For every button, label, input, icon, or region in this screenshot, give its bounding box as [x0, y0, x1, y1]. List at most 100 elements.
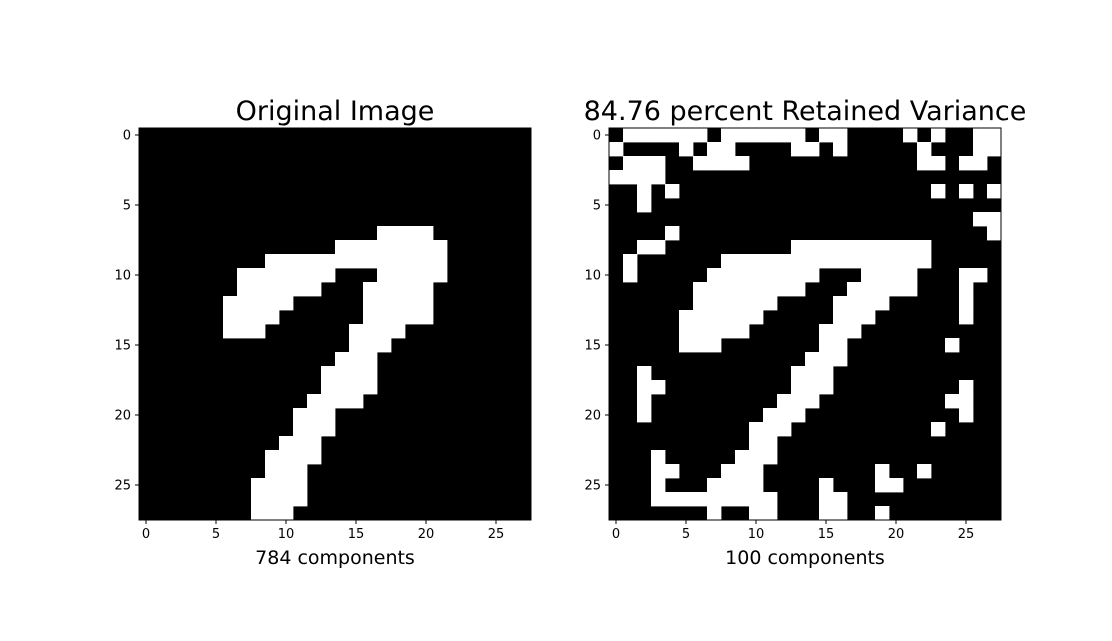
- heatmap-cell: [945, 338, 960, 353]
- heatmap-cell: [679, 310, 694, 325]
- heatmap-cell: [721, 254, 736, 269]
- heatmap-cell: [721, 282, 736, 297]
- heatmap-cell: [721, 478, 736, 493]
- heatmap-cell: [973, 212, 988, 227]
- heatmap-cell: [637, 240, 652, 255]
- heatmap-cell: [651, 128, 666, 143]
- heatmap-cell: [637, 184, 652, 199]
- y-tick-label: 15: [584, 339, 601, 354]
- heatmap-cell: [391, 240, 406, 255]
- heatmap-cell: [819, 492, 834, 507]
- heatmap-cell: [819, 506, 834, 521]
- heatmap-cell: [847, 324, 862, 339]
- heatmap-cell: [349, 338, 364, 353]
- heatmap-cell: [349, 240, 364, 255]
- heatmap-cell: [307, 422, 322, 437]
- heatmap-cell: [903, 282, 918, 297]
- x-tick-label: 20: [888, 527, 905, 542]
- x-tick-label: 15: [818, 527, 835, 542]
- heatmap-cell: [707, 506, 722, 521]
- heatmap-cell: [335, 352, 350, 367]
- heatmap-cell: [833, 352, 848, 367]
- heatmap-cell: [693, 338, 708, 353]
- heatmap-cell: [973, 128, 988, 143]
- heatmap-cell: [251, 492, 266, 507]
- x-tick-label: 25: [488, 527, 505, 542]
- heatmap-cell: [987, 226, 1002, 241]
- heatmap-cell: [637, 394, 652, 409]
- x-tick-label: 10: [278, 527, 295, 542]
- heatmap-cell: [959, 310, 974, 325]
- heatmap-cell: [391, 324, 406, 339]
- heatmap-cell: [391, 268, 406, 283]
- heatmap-cell: [363, 380, 378, 395]
- heatmap-cell: [777, 394, 792, 409]
- heatmap-cell: [405, 268, 420, 283]
- heatmap-cell: [405, 296, 420, 311]
- heatmap-cell: [903, 268, 918, 283]
- heatmap-cell: [833, 296, 848, 311]
- y-tick-label: 15: [114, 339, 131, 354]
- heatmap-cell: [833, 128, 848, 143]
- heatmap-cell: [265, 506, 280, 521]
- heatmap-cell: [861, 296, 876, 311]
- heatmap-cell: [419, 310, 434, 325]
- heatmap-cell: [749, 310, 764, 325]
- heatmap-cell: [321, 394, 336, 409]
- heatmap-cell: [349, 380, 364, 395]
- heatmap-cell: [377, 254, 392, 269]
- heatmap-cell: [847, 310, 862, 325]
- heatmap-cell: [251, 324, 266, 339]
- heatmap-cell: [931, 422, 946, 437]
- heatmap-cell: [637, 408, 652, 423]
- heatmap-cell: [707, 296, 722, 311]
- heatmap-cell: [363, 310, 378, 325]
- heatmap-cell: [735, 492, 750, 507]
- heatmap-cell: [875, 478, 890, 493]
- heatmap-cell: [363, 338, 378, 353]
- heatmap-cell: [707, 310, 722, 325]
- heatmap-cell: [875, 240, 890, 255]
- heatmap-cell: [693, 296, 708, 311]
- heatmap-cell: [763, 268, 778, 283]
- heatmap-cell: [419, 282, 434, 297]
- heatmap-cell: [349, 352, 364, 367]
- heatmap-cell: [819, 380, 834, 395]
- heatmap-cell: [721, 128, 736, 143]
- heatmap-cell: [321, 366, 336, 381]
- heatmap-cell: [237, 282, 252, 297]
- heatmap-cell: [931, 184, 946, 199]
- heatmap-cell: [917, 156, 932, 171]
- heatmap-cell: [405, 226, 420, 241]
- heatmap-cell: [335, 380, 350, 395]
- heatmap-cell: [791, 128, 806, 143]
- heatmap-cell: [665, 226, 680, 241]
- heatmap-cell: [735, 478, 750, 493]
- heatmap-cell: [637, 128, 652, 143]
- heatmap-cell: [693, 282, 708, 297]
- y-tick-label: 10: [584, 269, 601, 284]
- heatmap-cell: [349, 324, 364, 339]
- heatmap-cell: [279, 254, 294, 269]
- heatmap-cell: [651, 450, 666, 465]
- heatmap-cell: [651, 464, 666, 479]
- heatmap-cell: [735, 310, 750, 325]
- retained-variance-title: 84.76 percent Retained Variance: [584, 96, 1027, 127]
- heatmap-cell: [609, 170, 624, 185]
- heatmap-cell: [623, 170, 638, 185]
- heatmap-cell: [833, 310, 848, 325]
- heatmap-cell: [335, 240, 350, 255]
- heatmap-cell: [959, 296, 974, 311]
- heatmap-cell: [293, 408, 308, 423]
- heatmap-cell: [805, 254, 820, 269]
- heatmap-cell: [293, 282, 308, 297]
- heatmap-cell: [363, 324, 378, 339]
- heatmap-cell: [707, 282, 722, 297]
- heatmap-cell: [959, 394, 974, 409]
- heatmap-cell: [721, 324, 736, 339]
- heatmap-cell: [777, 128, 792, 143]
- heatmap-cell: [721, 464, 736, 479]
- heatmap-cell: [749, 268, 764, 283]
- heatmap-cell: [861, 310, 876, 325]
